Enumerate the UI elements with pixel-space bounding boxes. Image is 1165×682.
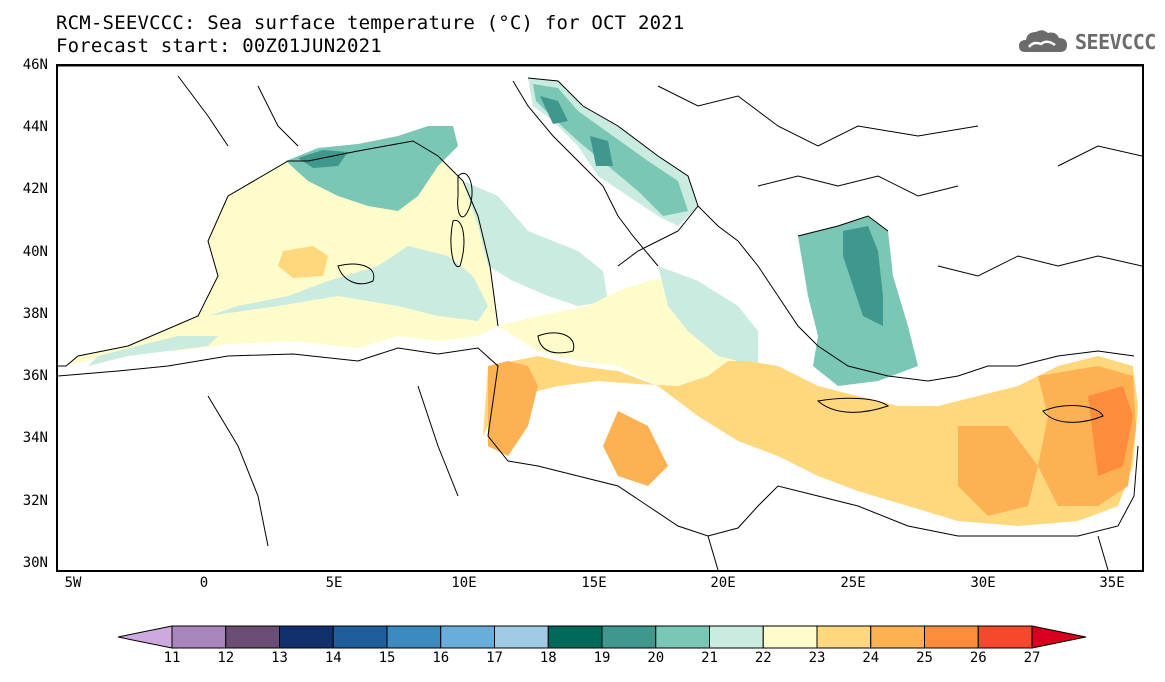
- colorbar-label: 13: [271, 650, 288, 666]
- colorbar-segment: [601, 625, 657, 649]
- sst-map: [56, 64, 1144, 572]
- colorbar-label: 25: [916, 650, 933, 666]
- colorbar-label: 24: [862, 650, 880, 666]
- colorbar-label: 19: [593, 650, 611, 666]
- lon-label: 25E: [840, 575, 866, 591]
- lat-label: 44N: [22, 119, 48, 135]
- colorbar-label: 26: [969, 650, 987, 666]
- lon-label: 5W: [64, 575, 82, 591]
- colorbar-segment: [440, 625, 495, 649]
- lon-label: 5E: [325, 575, 343, 591]
- colorbar-segment: [171, 625, 227, 649]
- lon-label: 10E: [451, 575, 477, 591]
- lat-label: 32N: [22, 493, 48, 509]
- colorbar-segment: [279, 625, 334, 649]
- colorbar-segment: [118, 625, 173, 649]
- colorbar-segment: [494, 625, 549, 649]
- lon-label: 15E: [581, 575, 607, 591]
- colorbar-label: 18: [539, 650, 557, 666]
- colorbar-label: 17: [486, 650, 503, 666]
- colorbar-label: 12: [217, 650, 235, 666]
- colorbar-segment: [924, 625, 979, 649]
- colorbar: [118, 625, 1086, 649]
- lat-label: 42N: [22, 181, 48, 197]
- colorbar-label: 22: [754, 650, 772, 666]
- colorbar-segment: [762, 625, 818, 649]
- colorbar-label: 15: [378, 650, 396, 666]
- colorbar-segment: [386, 625, 442, 649]
- seevccc-logo: SEEVCCC: [1017, 26, 1156, 58]
- map-title-line1: RCM-SEEVCCC: Sea surface temperature (°C…: [56, 12, 685, 34]
- lon-label: 0: [199, 575, 209, 591]
- colorbar-segment: [655, 625, 710, 649]
- colorbar-segment: [332, 625, 388, 649]
- colorbar-label: 21: [701, 650, 718, 666]
- lat-label: 34N: [22, 430, 48, 446]
- colorbar-segment: [1031, 625, 1086, 649]
- sst-map-canvas: [58, 66, 1142, 570]
- colorbar-label: 16: [432, 650, 450, 666]
- lon-label: 35E: [1099, 575, 1125, 591]
- cloud-icon: [1019, 30, 1067, 52]
- colorbar-segment: [816, 625, 872, 649]
- colorbar-label: 23: [808, 650, 826, 666]
- colorbar-segment: [547, 625, 603, 649]
- map-title-line2: Forecast start: 00Z01JUN2021: [56, 35, 382, 57]
- colorbar-segment: [225, 625, 280, 649]
- colorbar-label: 14: [324, 650, 342, 666]
- lon-label: 30E: [970, 575, 996, 591]
- colorbar-label: 11: [163, 650, 181, 666]
- colorbar-segment: [709, 625, 764, 649]
- colorbar-label: 27: [1023, 650, 1041, 666]
- lat-label: 46N: [22, 57, 48, 73]
- lat-label: 30N: [22, 555, 48, 571]
- colorbar-segment: [870, 625, 925, 649]
- lat-label: 36N: [22, 368, 48, 384]
- logo-text: SEEVCCC: [1075, 30, 1156, 54]
- lon-label: 20E: [710, 575, 736, 591]
- lat-label: 40N: [22, 244, 48, 260]
- lat-label: 38N: [22, 306, 48, 322]
- colorbar-label: 20: [647, 650, 665, 666]
- colorbar-segment: [977, 625, 1033, 649]
